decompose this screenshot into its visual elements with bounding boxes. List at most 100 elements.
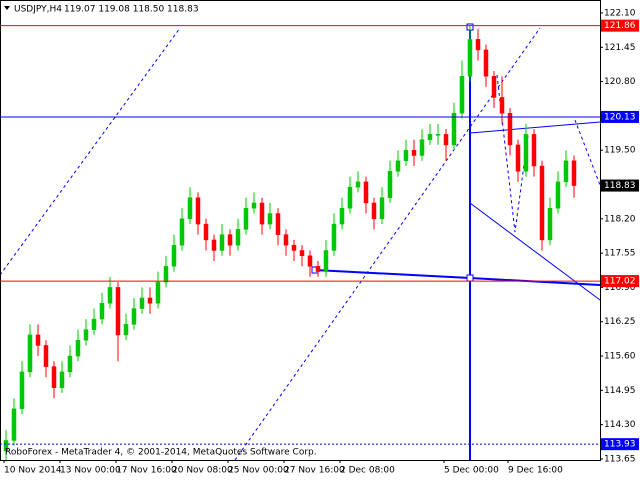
price-level-box: [601, 275, 639, 288]
trend-line: [0, 27, 181, 276]
candle-body: [35, 334, 41, 346]
plot-frame: [0, 0, 601, 461]
y-tick-label: 114.95: [604, 386, 636, 396]
candle-body: [403, 149, 409, 162]
candle-body: [115, 287, 121, 336]
candle-body: [531, 134, 537, 167]
price-level-box: [601, 19, 639, 32]
candle-body: [227, 234, 233, 246]
candle-body: [147, 297, 153, 304]
y-tick-label: 119.50: [604, 146, 636, 156]
chart-title: USDJPY,H4: [14, 5, 62, 15]
candle-body: [563, 160, 569, 183]
candles: [3, 25, 577, 462]
price-level-label: 121.86: [604, 21, 636, 31]
candle-body: [379, 197, 385, 220]
candle-body: [3, 440, 9, 452]
candle-body: [11, 408, 17, 441]
candle-body: [315, 266, 321, 272]
candle-body: [523, 134, 529, 172]
analysis-lines: [0, 23, 601, 461]
candle-body: [419, 139, 425, 156]
candle-body: [51, 366, 57, 388]
trend-line: [234, 27, 541, 461]
candle-body: [363, 181, 369, 204]
candle-body: [179, 218, 185, 246]
candle-body: [19, 371, 25, 410]
candle-body: [195, 197, 201, 225]
candle-body: [499, 97, 505, 114]
candle-body: [43, 345, 49, 367]
candle-body: [387, 171, 393, 198]
forecast-line: [496, 74, 529, 233]
candle-body: [395, 160, 401, 172]
candle-body: [427, 134, 433, 140]
candle-body: [267, 213, 273, 225]
price-level-label: 113.93: [604, 440, 636, 450]
current-price-box: [601, 179, 639, 192]
candle-body: [219, 234, 225, 251]
candle-body: [59, 371, 65, 388]
quote-text: 119.07 119.08 118.50 118.83: [64, 5, 199, 15]
candle-body: [515, 144, 521, 172]
candle-body: [243, 208, 249, 230]
trend-line: [469, 202, 601, 301]
candle-body: [275, 213, 281, 235]
candle-body: [483, 49, 489, 77]
candle-body: [259, 202, 265, 225]
candle-body: [459, 76, 465, 114]
candle-body: [107, 287, 113, 304]
price-level-label: 117.02: [604, 277, 636, 287]
candle-body: [67, 355, 73, 373]
candle-body: [235, 229, 241, 246]
candle-body: [539, 165, 545, 241]
candle-body: [443, 134, 449, 146]
candle-body: [323, 250, 329, 272]
candle-body: [451, 113, 457, 146]
y-tick-label: 122.10: [604, 8, 636, 18]
price-level-box: [601, 110, 639, 123]
candle-body: [411, 149, 417, 156]
y-tick-label: 113.65: [604, 454, 636, 464]
price-level-label: 120.13: [604, 112, 636, 122]
candle-body: [347, 186, 353, 209]
candle-body: [435, 134, 441, 136]
candle-body: [371, 202, 377, 220]
symbol-menu-icon[interactable]: [4, 6, 10, 10]
candle-body: [139, 297, 145, 309]
candle-body: [475, 39, 481, 51]
x-tick-label: 20 Nov 08:00: [172, 466, 233, 476]
candle-body: [131, 308, 137, 325]
y-tick-label: 121.45: [604, 43, 636, 53]
current-price-label: 118.83: [604, 181, 636, 191]
x-tick-label: 2 Dec 08:00: [340, 466, 395, 476]
x-tick-label: 5 Dec 00:00: [444, 466, 499, 476]
candle-body: [339, 208, 345, 225]
y-tick-label: 116.90: [604, 283, 636, 293]
candle-body: [291, 244, 297, 251]
candle-body: [171, 244, 177, 267]
candle-body: [355, 181, 361, 188]
y-tick-label: 115.60: [604, 352, 636, 362]
candle-body: [283, 234, 289, 246]
candle-body: [155, 281, 161, 304]
candle-body: [547, 208, 553, 241]
candle-body: [211, 239, 217, 251]
trend-line: [469, 121, 601, 134]
candle-body: [571, 160, 577, 186]
x-tick-label: 13 Nov 00:00: [60, 466, 121, 476]
candle-body: [83, 329, 89, 341]
candle-body: [251, 202, 257, 209]
candle-body: [299, 250, 305, 257]
footer: RoboForex - MetaTrader 4, © 2001-2014, M…: [5, 448, 317, 458]
candle-body: [203, 223, 209, 241]
candle-body: [163, 266, 169, 283]
candle-body: [99, 303, 105, 320]
candle-body: [307, 255, 313, 267]
candle-body: [187, 197, 193, 220]
anchor-point: [466, 274, 474, 282]
candle-body: [75, 339, 81, 357]
x-tick-label: 17 Nov 16:00: [116, 466, 177, 476]
